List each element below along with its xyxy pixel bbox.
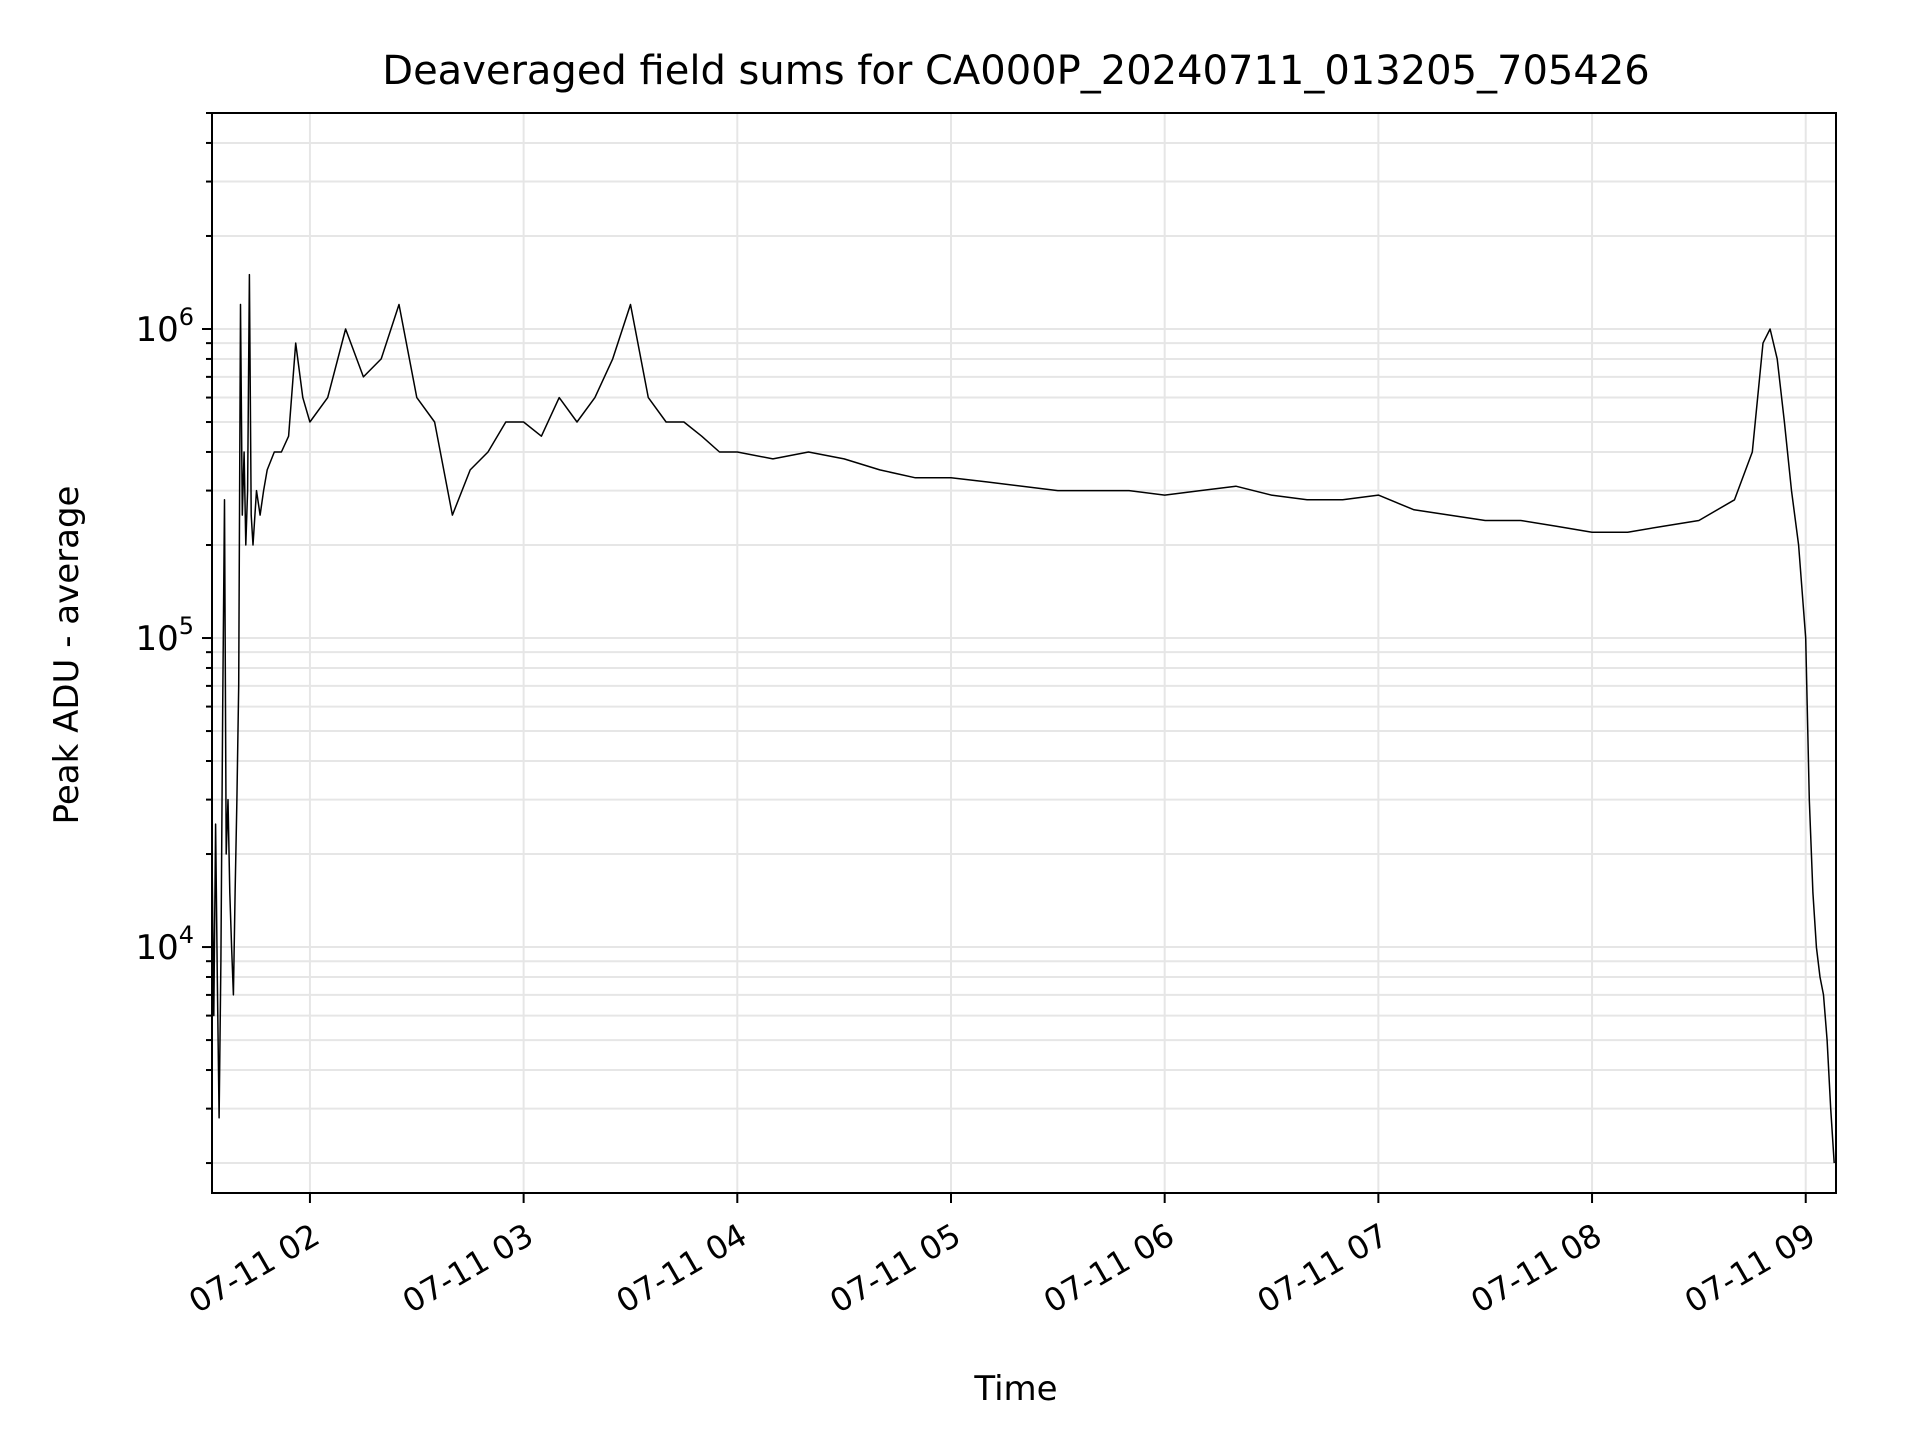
chart-title: Deaveraged field sums for CA000P_2024071…: [382, 48, 1649, 94]
x-axis-label: Time: [973, 1369, 1057, 1409]
y-tick-label: 105: [135, 612, 194, 659]
y-tick-label-base: 10: [135, 619, 178, 659]
data-series-line: [211, 273, 1835, 1164]
y-tick-label: 106: [135, 303, 194, 350]
y-tick-label-base: 10: [135, 310, 178, 350]
y-tick-label: 104: [135, 921, 194, 968]
grid-layer: [212, 112, 1836, 1193]
y-tick-label-exponent: 6: [179, 303, 194, 331]
y-tick-label-exponent: 5: [179, 612, 194, 640]
y-tick-label-base: 10: [135, 928, 178, 968]
y-axis-label: Peak ADU - average: [47, 486, 87, 825]
data-layer: [211, 273, 1835, 1164]
y-tick-label-exponent: 4: [179, 921, 194, 949]
